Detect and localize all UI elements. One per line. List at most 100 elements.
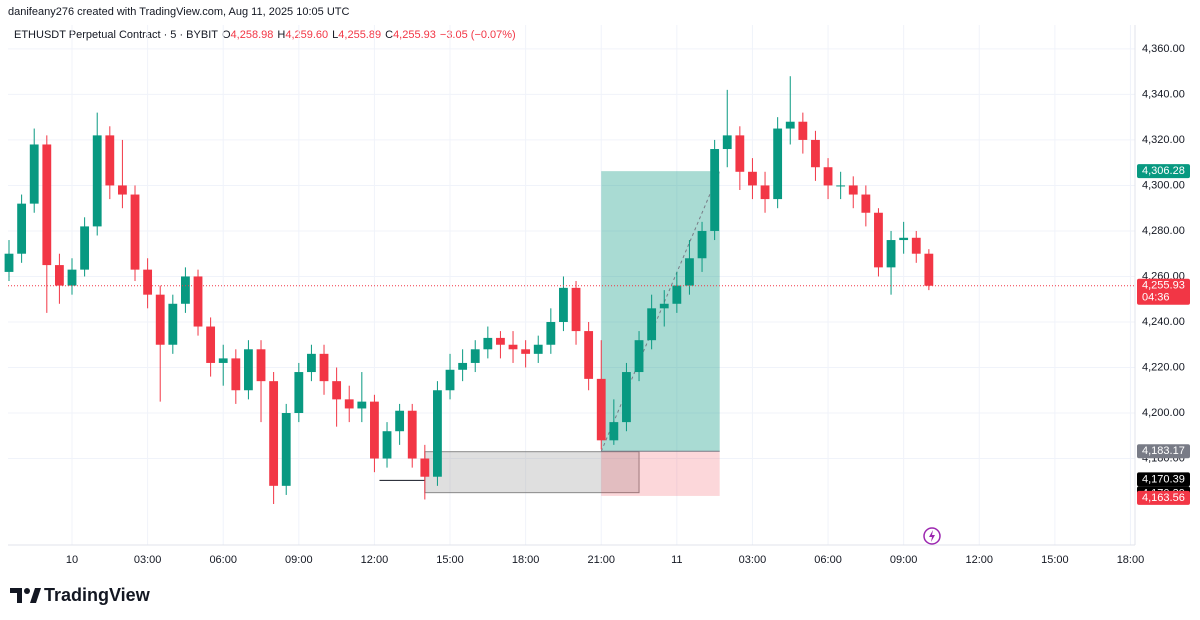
x-tick-label: 11: [671, 554, 682, 566]
candle-body: [483, 337, 493, 350]
candle-body: [55, 265, 64, 286]
y-tick-label: 4,200.00: [1142, 407, 1185, 419]
candle-body: [92, 135, 102, 227]
candle-body: [911, 237, 921, 254]
candle-body: [470, 349, 480, 363]
candle-body: [395, 410, 405, 432]
candle-body: [143, 269, 153, 295]
candle-body: [634, 340, 644, 373]
candle-body: [609, 422, 619, 441]
legend-open-label: O: [222, 29, 231, 41]
candle-body: [181, 276, 190, 304]
candle-body: [697, 230, 707, 259]
candle-body: [546, 321, 556, 345]
candle-body: [231, 358, 241, 391]
candle-body: [559, 287, 568, 322]
candle-body: [218, 358, 228, 363]
candle-body: [118, 185, 127, 195]
candle-body: [508, 344, 518, 350]
last-price-tag-bg: [1137, 278, 1190, 305]
legend: ETHUSDT Perpetual Contract · 5 · BYBIT O 4…: [14, 29, 516, 41]
candle-body: [773, 128, 783, 200]
legend-change: −3.05 (−0.07%): [440, 29, 516, 41]
target-tag-bg: [1137, 164, 1190, 179]
candle-body: [596, 378, 606, 441]
legend-close-label: C: [385, 29, 393, 41]
x-tick-label: 09:00: [285, 554, 313, 566]
candle-body: [105, 135, 115, 186]
plot: [4, 25, 1135, 545]
legend-high-label: H: [277, 29, 285, 41]
x-tick-label: 21:00: [587, 554, 615, 566]
legend-high: 4,259.60: [285, 29, 328, 41]
candle-body: [80, 226, 90, 270]
stop-tag: 4,163.56: [1142, 492, 1185, 504]
alert-icon: [923, 527, 941, 545]
x-tick-label: 15:00: [436, 554, 464, 566]
trend-dash: [600, 170, 721, 452]
candle-body: [571, 287, 581, 332]
brand: TradingView: [44, 585, 151, 605]
candle-body: [685, 258, 694, 286]
legend-symbol: ETHUSDT Perpetual Contract · 5 · BYBIT: [14, 29, 218, 41]
legend-low: 4,255.89: [338, 29, 381, 41]
candle-body: [861, 194, 871, 213]
candle-body: [319, 353, 329, 382]
candle-body: [622, 372, 631, 423]
y-tick-label: 4,240.00: [1142, 316, 1185, 328]
candle-body: [407, 410, 417, 459]
candle-body: [269, 381, 279, 486]
target-tag: 4,306.28: [1142, 165, 1185, 177]
candle-body: [433, 390, 442, 477]
candle-body: [584, 331, 594, 379]
last-price-tag: 4,255.93: [1142, 280, 1185, 292]
candle-body: [659, 303, 669, 309]
candle-body: [130, 194, 140, 270]
level-tag-bg: [1137, 472, 1190, 487]
candle-body: [244, 349, 253, 391]
candle-body: [42, 144, 52, 266]
candle-body: [370, 401, 379, 459]
stop-tag-bg: [1137, 490, 1190, 505]
candle-body: [874, 212, 883, 268]
x-tick-label: 09:00: [890, 554, 918, 566]
x-tick-label: 15:00: [1041, 554, 1069, 566]
candle-body: [67, 269, 77, 286]
x-tick-label: 18:00: [512, 554, 540, 566]
x-tick-label: 06:00: [814, 554, 842, 566]
legend-close: 4,255.93: [393, 29, 436, 41]
logo: [10, 588, 41, 603]
candle-body: [748, 171, 757, 186]
x-tick-label: 18:00: [1117, 554, 1145, 566]
legend-low-label: L: [332, 29, 338, 41]
candle-body: [382, 431, 392, 459]
candle-body: [332, 381, 342, 400]
candle-body: [193, 276, 203, 327]
y-tick-label: 4,320.00: [1142, 134, 1185, 146]
y-tick-label: 4,220.00: [1142, 361, 1185, 373]
candle-body: [647, 308, 657, 341]
candle-body: [836, 185, 846, 187]
candle-body: [735, 135, 745, 172]
x-tick-label: 12:00: [361, 554, 389, 566]
level-tag: 4,170.39: [1142, 473, 1185, 485]
candle-body: [672, 285, 682, 304]
candle-body: [29, 144, 39, 204]
candle-body: [811, 139, 820, 168]
candle-body: [886, 240, 896, 268]
x-tick-label: 06:00: [209, 554, 237, 566]
entry-tag: 4,183.17: [1142, 445, 1185, 457]
entry-tag-bg: [1137, 444, 1190, 459]
candle-body: [17, 203, 27, 254]
candle-body: [294, 372, 304, 414]
candle-body: [848, 185, 858, 195]
candle-body: [168, 303, 178, 345]
y-tick-label: 4,280.00: [1142, 225, 1185, 237]
loss-zone: [601, 451, 720, 496]
candle-body: [206, 326, 216, 363]
y-tick-label: 4,300.00: [1142, 179, 1185, 191]
y-tick-label: 4,340.00: [1142, 88, 1185, 100]
candle-body: [785, 121, 795, 129]
y-tick-label: 4,360.00: [1142, 43, 1185, 55]
